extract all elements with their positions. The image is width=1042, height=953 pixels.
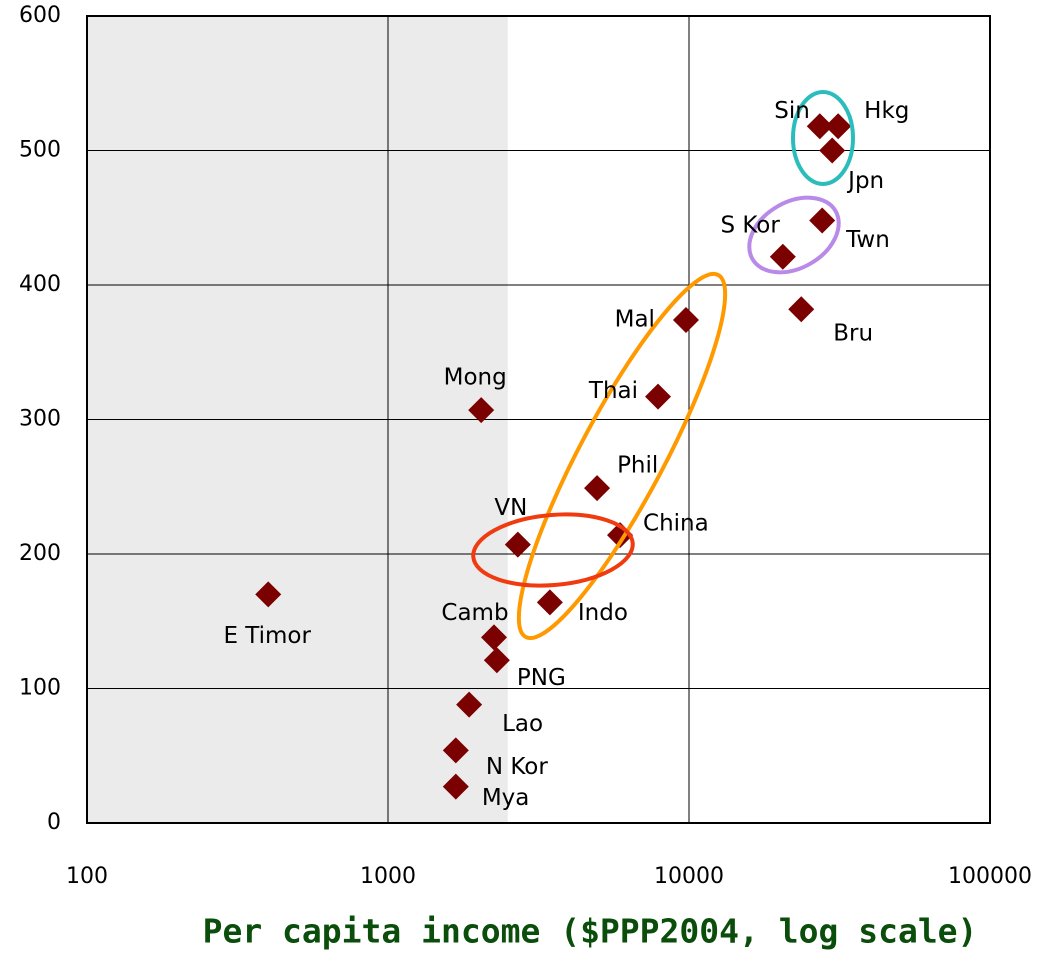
point-label: Thai [588, 378, 638, 404]
point [672, 306, 699, 333]
ellipse [791, 90, 855, 186]
point-label: Lao [502, 711, 543, 737]
point [442, 737, 469, 764]
point-label: N Kor [486, 754, 549, 780]
point-label: Indo [578, 600, 628, 626]
point-label: Hkg [864, 98, 909, 124]
x-tick-label: 1000 [360, 864, 416, 889]
x-axis-label: Per capita income ($PPP2004, log scale) [203, 912, 978, 951]
y-tick-label: 600 [19, 3, 61, 28]
point-label: Camb [441, 600, 508, 626]
x-tick-label: 100000 [948, 864, 1032, 889]
point [468, 397, 495, 424]
point [255, 581, 282, 608]
point [442, 773, 469, 800]
point [819, 137, 846, 164]
ellipse [471, 512, 635, 588]
plot-frame [86, 15, 991, 824]
point [584, 475, 611, 502]
point-label: Jpn [846, 168, 884, 194]
group-ellipses [471, 90, 855, 641]
y-tick-label: 500 [19, 138, 61, 163]
point-label: Mal [615, 306, 655, 332]
point [483, 647, 510, 674]
point-label: VN [494, 495, 527, 521]
x-tick-label: 100 [66, 864, 108, 889]
x-tick-label: 10000 [654, 864, 724, 889]
ellipse [516, 271, 728, 641]
point [806, 113, 833, 140]
point [788, 296, 815, 323]
point [825, 113, 852, 140]
point [536, 589, 563, 616]
point [481, 624, 508, 651]
ellipse [747, 195, 841, 275]
y-tick-label: 0 [47, 810, 61, 835]
point [769, 243, 796, 270]
point-label: Sin [774, 98, 810, 124]
point [645, 383, 672, 410]
y-tick-label: 100 [19, 676, 61, 701]
point-label: E Timor [223, 623, 311, 649]
point-label: Bru [833, 321, 873, 347]
point [504, 531, 531, 558]
point-label: China [643, 511, 709, 537]
point-label: Phil [617, 453, 658, 479]
y-tick-label: 400 [19, 272, 61, 297]
point-label: Mong [444, 365, 507, 391]
y-tick-label: 300 [19, 407, 61, 432]
point-label: S Kor [720, 212, 780, 238]
y-tick-label: 200 [19, 541, 61, 566]
point [456, 691, 483, 718]
point [809, 207, 836, 234]
point-label: Twn [845, 227, 890, 253]
point-label: Mya [482, 785, 530, 811]
point-label: PNG [517, 665, 566, 691]
